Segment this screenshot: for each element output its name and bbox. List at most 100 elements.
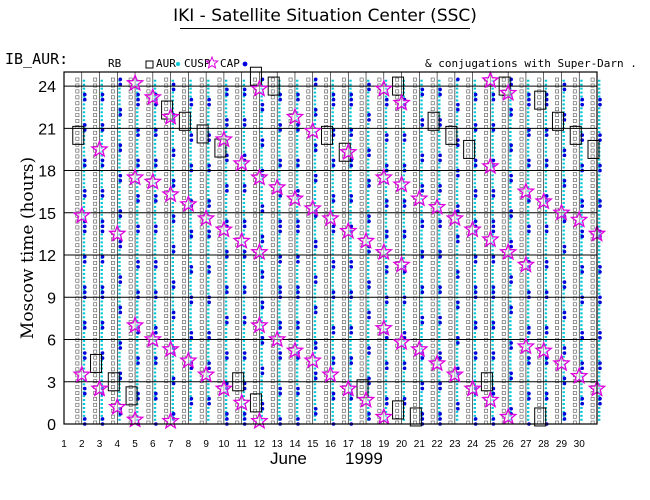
rb-marker <box>253 107 257 112</box>
cusp-marker <box>420 166 423 169</box>
aur-marker <box>456 107 460 112</box>
aur-marker <box>580 401 585 406</box>
cusp-marker <box>580 284 583 287</box>
rb-marker <box>501 361 506 366</box>
cusp-marker <box>562 205 565 208</box>
cusp-marker <box>580 150 583 153</box>
rb-marker <box>519 166 524 171</box>
cusp-marker <box>82 174 86 177</box>
rb-marker <box>341 201 346 206</box>
rb-marker <box>306 119 311 123</box>
cusp-marker <box>295 406 299 409</box>
rb-marker <box>253 272 257 277</box>
cusp-marker <box>153 280 157 283</box>
rb-marker <box>413 119 417 123</box>
cusp-marker <box>491 363 494 366</box>
cusp-marker <box>491 304 494 307</box>
cusp-marker <box>349 339 352 342</box>
cusp-marker <box>509 395 512 398</box>
cusp-marker <box>349 241 352 244</box>
cusp-marker <box>136 190 139 193</box>
cusp-marker <box>384 249 388 252</box>
aur-marker <box>260 204 265 208</box>
cusp-marker <box>509 162 512 165</box>
cusp-marker <box>598 387 601 390</box>
rb-marker <box>128 320 133 324</box>
rb-marker <box>466 213 471 218</box>
aur-marker <box>313 173 318 178</box>
rb-marker <box>341 255 346 259</box>
cusp-marker <box>153 170 157 173</box>
rb-marker <box>341 166 346 171</box>
rb-marker <box>484 136 488 141</box>
rb-marker <box>519 113 524 117</box>
aur-marker <box>242 219 247 224</box>
cusp-marker <box>580 221 583 224</box>
rb-marker <box>413 130 417 135</box>
cusp-marker <box>260 387 263 390</box>
cusp-marker <box>526 253 530 256</box>
rb-marker <box>359 136 364 141</box>
cusp-marker <box>207 225 210 228</box>
rb-marker <box>430 284 435 289</box>
rb-marker <box>146 397 151 401</box>
aur-marker <box>242 412 247 416</box>
rb-marker <box>537 266 542 271</box>
cusp-marker <box>562 332 565 335</box>
cusp-marker <box>473 343 477 346</box>
rb-marker <box>519 397 524 401</box>
rb-marker <box>182 166 186 171</box>
cusp-marker <box>171 182 174 185</box>
cusp-marker <box>171 130 174 133</box>
cusp-marker <box>580 288 583 291</box>
cusp-marker <box>278 115 281 118</box>
rb-marker <box>235 172 240 177</box>
cusp-marker <box>367 406 370 409</box>
rb-marker <box>164 201 169 206</box>
cusp-marker <box>171 304 174 307</box>
rb-marker <box>146 113 151 117</box>
cusp-marker <box>384 209 388 212</box>
rb-marker <box>341 130 346 135</box>
aur-marker <box>225 118 229 122</box>
cusp-marker <box>278 312 281 315</box>
aur-marker <box>171 280 176 284</box>
cusp-marker <box>420 91 423 94</box>
cusp-marker <box>367 99 370 102</box>
rb-marker <box>519 284 524 289</box>
cusp-marker <box>455 182 459 185</box>
cusp-marker <box>455 245 459 248</box>
rb-marker <box>430 190 435 194</box>
cusp-marker <box>278 375 281 378</box>
rb-marker <box>93 184 98 188</box>
rb-marker <box>484 290 488 295</box>
aur-marker <box>242 315 247 320</box>
rb-marker <box>572 278 577 283</box>
rb-marker <box>466 83 471 88</box>
rb-marker <box>555 308 559 313</box>
aur-marker <box>154 229 158 234</box>
rb-marker <box>324 326 329 330</box>
cusp-marker <box>136 280 139 283</box>
cusp-marker <box>580 241 583 244</box>
cusp-marker <box>491 107 494 110</box>
rb-marker <box>448 272 453 277</box>
cusp-marker <box>207 387 210 390</box>
rb-marker <box>377 142 382 147</box>
rb-marker <box>75 160 80 165</box>
rb-marker <box>359 255 364 259</box>
cusp-marker <box>224 166 228 169</box>
rb-marker <box>341 261 346 265</box>
aur-marker <box>367 87 371 92</box>
cusp-marker <box>455 375 459 378</box>
rb-marker <box>111 379 115 384</box>
aur-marker <box>260 102 265 107</box>
cusp-marker <box>118 253 121 256</box>
cusp-marker <box>224 198 228 201</box>
cusp-marker <box>438 174 441 177</box>
cusp-marker <box>331 312 334 315</box>
rb-marker <box>484 278 488 283</box>
rb-marker <box>501 213 506 218</box>
rb-marker <box>270 219 275 224</box>
cusp-marker <box>100 332 103 335</box>
